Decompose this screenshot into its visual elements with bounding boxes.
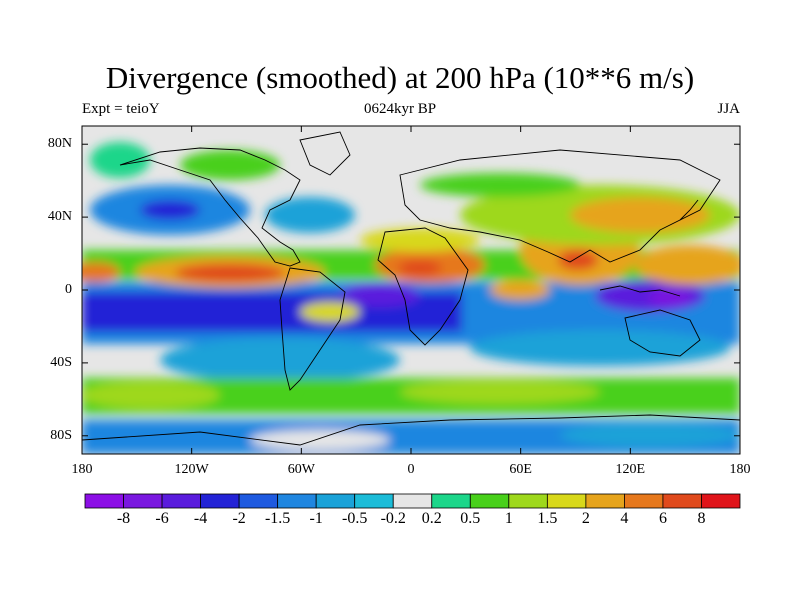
colorbar-swatch xyxy=(161,493,201,509)
atlantic-cyan xyxy=(265,197,355,233)
atlantic-min xyxy=(340,283,420,307)
southern-indian-lime xyxy=(400,380,600,404)
lat-tick-label: 80S xyxy=(50,427,72,443)
indian-cyan xyxy=(470,330,730,366)
australia-coast xyxy=(624,309,701,357)
chart-title: Divergence (smoothed) at 200 hPa (10**6 … xyxy=(105,60,695,95)
colorbar-swatch xyxy=(277,493,317,509)
south-pacific-cyan xyxy=(160,338,400,382)
colorbar-swatch xyxy=(315,493,356,509)
colorbar-swatch xyxy=(238,493,279,509)
south-atlantic-yellow xyxy=(300,302,360,322)
lat-tick-label: 80N xyxy=(47,136,72,152)
north-pacific-core xyxy=(140,200,200,220)
japan-coast xyxy=(679,199,699,221)
period-label: 0624kyr BP xyxy=(363,101,437,117)
colorbar xyxy=(84,493,741,509)
west-pacific-max xyxy=(635,245,740,285)
colorbar-swatch xyxy=(200,493,240,509)
antarctic-cyan xyxy=(560,423,740,447)
russia-green xyxy=(420,173,580,197)
asia-core xyxy=(558,250,598,270)
antarctic-white xyxy=(250,430,390,450)
colorbar-swatch xyxy=(585,493,625,509)
africa-core xyxy=(398,260,442,276)
southern-pacific-lime xyxy=(82,381,220,409)
lat-tick-label: 40N xyxy=(47,209,72,225)
colorbar-label: 0.5 xyxy=(460,510,481,527)
colorbar-swatch xyxy=(123,493,163,509)
antarctica-coast xyxy=(82,414,740,446)
alaska-green xyxy=(90,142,150,178)
lon-tick-label: 180 xyxy=(71,462,93,477)
north-america-coast xyxy=(119,147,301,267)
colorbar-swatch xyxy=(508,493,548,509)
colorbar-label: -4 xyxy=(193,510,208,527)
eurasia-coast xyxy=(399,149,721,263)
colorbar-swatch xyxy=(84,493,124,509)
season-label: JJA xyxy=(717,101,740,117)
colorbar-label: 4 xyxy=(620,510,629,527)
axis-ticks xyxy=(81,126,741,454)
colorbar-label: -2 xyxy=(232,510,246,527)
colorbar-swatch xyxy=(392,493,433,509)
indian-ocean-max xyxy=(490,280,550,300)
colorbar-label: -0.5 xyxy=(342,510,368,527)
colorbar-label: -0.2 xyxy=(380,510,406,527)
canada-green xyxy=(180,150,280,180)
africa-coast xyxy=(377,227,469,346)
east-pacific-core xyxy=(175,264,285,282)
colorbar-swatch xyxy=(469,493,510,509)
colorbar-label: -1 xyxy=(309,510,323,527)
colorbar-swatch xyxy=(546,493,587,509)
lat-tick-label: 0 xyxy=(65,282,72,297)
indonesia-coast xyxy=(599,285,681,297)
experiment-label: Expt = teioY xyxy=(82,101,160,117)
greenland-coast xyxy=(299,131,351,176)
colorbar-swatch xyxy=(354,493,394,509)
lon-tick-label: 120W xyxy=(174,462,209,477)
colorbar-swatch xyxy=(701,493,741,509)
south-america-coast xyxy=(279,267,346,391)
colorbar-label: 1.5 xyxy=(537,510,558,527)
colorbar-swatch xyxy=(431,493,471,509)
maritime-core xyxy=(648,290,692,306)
colorbar-label: 0.2 xyxy=(421,510,442,527)
china-max xyxy=(570,197,710,233)
sahara-yellow xyxy=(360,228,480,252)
colorbar-swatch xyxy=(662,493,702,509)
colorbar-label: 6 xyxy=(658,510,667,527)
lon-tick-label: 60W xyxy=(287,462,315,477)
divergence-field xyxy=(82,126,740,454)
lon-tick-label: 180 xyxy=(729,462,751,477)
dateline-max xyxy=(82,262,120,282)
colorbar-label: 2 xyxy=(581,510,590,527)
lon-tick-label: 60E xyxy=(509,462,532,477)
lon-tick-label: 0 xyxy=(407,462,415,477)
colorbar-swatch xyxy=(624,493,664,509)
lat-tick-label: 40S xyxy=(50,354,72,370)
colorbar-label: -6 xyxy=(155,510,169,527)
colorbar-label: 1 xyxy=(504,510,513,527)
colorbar-label: -1.5 xyxy=(264,510,291,527)
lon-tick-label: 120E xyxy=(615,462,646,477)
coastlines xyxy=(82,131,740,446)
colorbar-label: -8 xyxy=(116,510,131,527)
colorbar-label: 8 xyxy=(697,510,706,527)
